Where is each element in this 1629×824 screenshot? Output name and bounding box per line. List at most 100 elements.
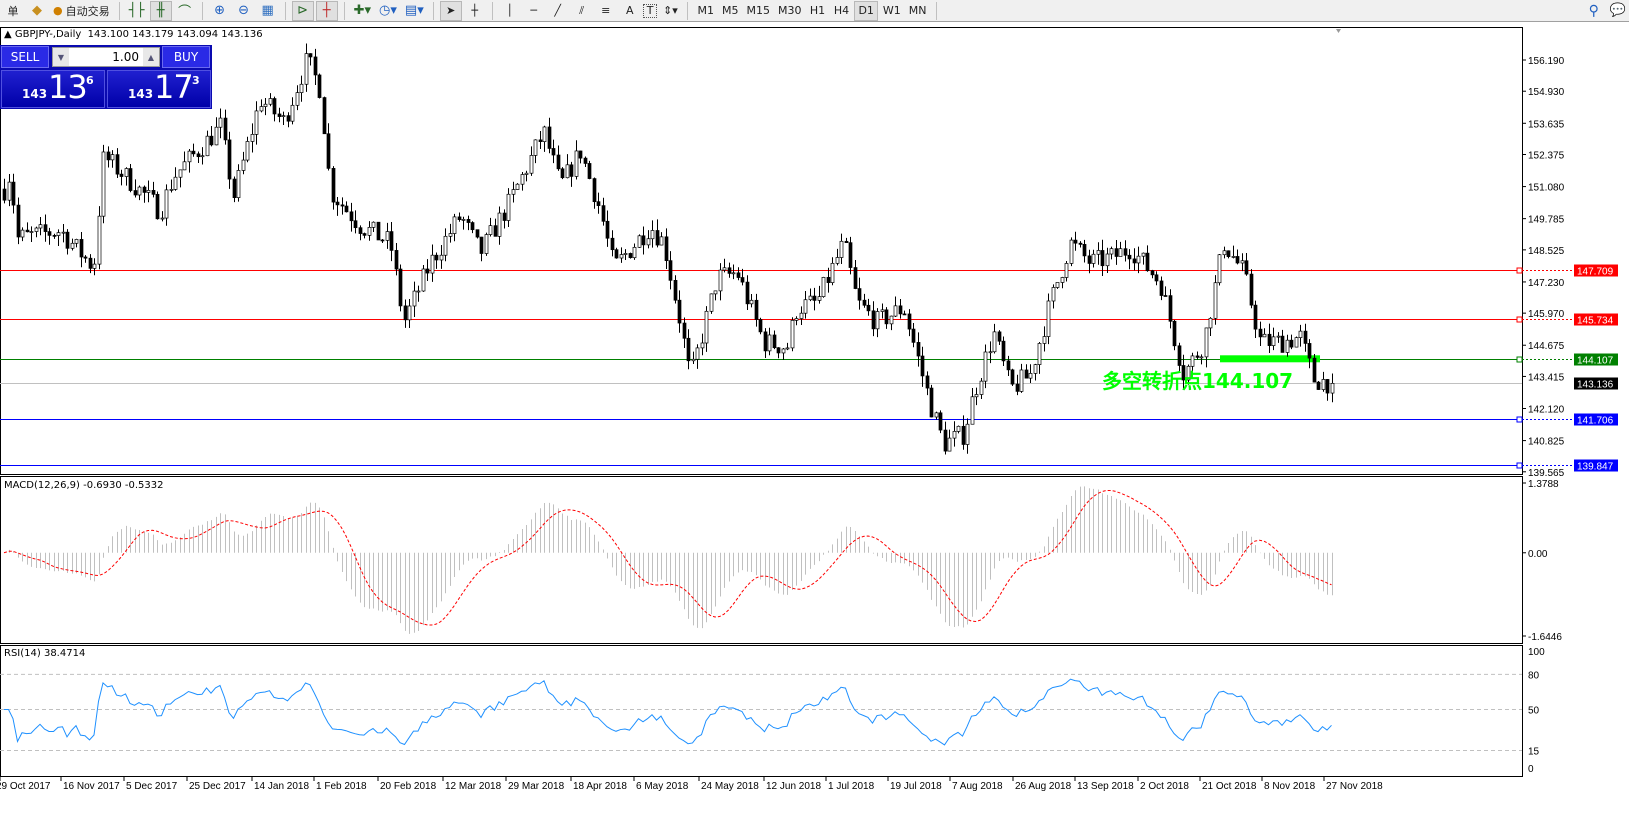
timeframe-m5[interactable]: M5	[721, 4, 739, 17]
date-tick-label: 21 Oct 2018	[1202, 781, 1257, 792]
buy-price[interactable]: 143 17 3	[107, 68, 211, 108]
bar-chart-icon[interactable]: ┤├	[128, 3, 145, 18]
candlestick-icon[interactable]: ╫	[149, 0, 172, 21]
pivot-annotation[interactable]: 多空转折点144.107	[1102, 369, 1294, 393]
autoscroll-icon[interactable]: ┼	[315, 0, 338, 21]
candle-body	[317, 74, 322, 98]
candle-body	[691, 358, 696, 362]
fibonacci-icon[interactable]: ≡	[601, 4, 611, 17]
candle-body	[344, 205, 349, 213]
chart-shift-icon[interactable]: ⊳	[291, 0, 314, 21]
indicators-icon[interactable]: ✚▾	[353, 3, 372, 18]
date-tick-label: 6 May 2018	[636, 781, 689, 792]
sell-price[interactable]: 143 13 6	[1, 68, 105, 108]
price-tick-label: 154.930	[1528, 87, 1565, 98]
candle-body	[533, 139, 538, 156]
candle-body	[137, 186, 142, 196]
candle-body	[56, 232, 61, 236]
candle-body	[263, 103, 268, 107]
candle-body	[1312, 357, 1317, 383]
candle-body	[1055, 282, 1060, 288]
candle-body	[389, 231, 394, 251]
candle-body	[1199, 356, 1204, 359]
history-icon[interactable]: ◆	[32, 3, 42, 18]
lot-increase-button[interactable]: ▲	[143, 48, 159, 66]
candle-body	[1037, 343, 1042, 365]
candle-body	[866, 304, 871, 312]
text-label-icon[interactable]: T	[642, 3, 658, 18]
candle-body	[938, 412, 943, 431]
macd-tick-label: -1.6446	[1528, 632, 1562, 643]
candle-body	[1177, 345, 1182, 366]
candle-body	[952, 431, 957, 439]
date-tick-label: 13 Sep 2018	[1077, 781, 1134, 792]
timeframe-m30[interactable]: M30	[777, 4, 802, 17]
templates-icon[interactable]: ▤▾	[404, 3, 424, 18]
candle-body	[65, 231, 70, 249]
sell-button[interactable]: SELL	[1, 46, 49, 68]
timeframe-mn[interactable]: MN	[908, 4, 927, 17]
zoom-in-icon[interactable]: ⊕	[214, 3, 226, 18]
price-tick-label: 147.230	[1528, 278, 1565, 289]
candle-body	[106, 151, 111, 161]
lot-input[interactable]: ▼ 1.00 ▲	[52, 47, 160, 67]
candle-body	[664, 236, 669, 262]
buy-button[interactable]: BUY	[162, 46, 210, 68]
timeframe-d1[interactable]: D1	[854, 0, 878, 21]
timeframe-m15[interactable]: M15	[746, 4, 770, 17]
collapse-arrow-icon[interactable]: ▲	[4, 29, 15, 40]
horizontal-line-icon[interactable]: ─	[530, 4, 538, 17]
lot-decrease-button[interactable]: ▼	[53, 48, 69, 66]
lot-value[interactable]: 1.00	[112, 50, 139, 64]
candle-body	[1078, 242, 1083, 245]
candle-body	[52, 235, 57, 237]
trendline-icon[interactable]: ╱	[554, 4, 562, 17]
candle-body	[457, 216, 462, 220]
candle-body	[421, 268, 426, 292]
timeframe-h1[interactable]: H1	[809, 4, 826, 17]
chat-icon[interactable]: 💬	[1609, 3, 1626, 18]
timeframe-m1[interactable]: M1	[697, 4, 714, 17]
text-icon[interactable]: A	[625, 4, 634, 17]
candle-body	[16, 204, 21, 238]
candle-body	[1127, 254, 1132, 260]
candle-body	[749, 299, 754, 305]
timeframe-w1[interactable]: W1	[882, 4, 901, 17]
price-tick-label: 153.635	[1528, 119, 1565, 130]
last-price-label-bg	[1574, 377, 1618, 390]
candle-body	[1190, 355, 1195, 367]
equidistant-channel-icon[interactable]: ⫽	[579, 3, 585, 17]
crosshair-icon[interactable]: ┼	[471, 4, 479, 17]
price-label-bg	[1574, 413, 1618, 426]
macd-tick-label: 0.00	[1528, 549, 1548, 560]
vertical-line-icon[interactable]: │	[506, 4, 514, 17]
candle-body	[803, 299, 808, 314]
timeframe-h4[interactable]: H4	[833, 4, 850, 17]
candle-body	[790, 319, 795, 349]
candle-body	[1150, 270, 1155, 276]
candle-body	[25, 229, 30, 233]
date-tick-label: 20 Feb 2018	[380, 781, 437, 792]
candle-body	[515, 183, 520, 190]
candle-body	[875, 311, 880, 330]
zoom-out-icon[interactable]: ⊖	[238, 3, 250, 18]
candle-body	[947, 437, 952, 452]
new-order-button[interactable]: 单	[7, 4, 19, 18]
candle-body	[1141, 252, 1146, 257]
search-icon[interactable]: ⚲	[1588, 2, 1599, 19]
candle-body	[763, 331, 768, 352]
candle-body	[745, 281, 750, 305]
separator	[201, 1, 203, 20]
candle-body	[1181, 365, 1186, 381]
candle-body	[1091, 253, 1096, 264]
tile-windows-icon[interactable]: ▦	[261, 3, 274, 18]
candle-body	[731, 272, 736, 275]
cursor-icon[interactable]: ➤	[439, 0, 462, 21]
autotrading-button[interactable]: ● 自动交易	[50, 1, 113, 21]
arrows-icon[interactable]: ⇕▾	[663, 4, 678, 17]
line-chart-icon[interactable]: ⌒	[178, 5, 192, 20]
line-handle	[1516, 316, 1523, 323]
candle-body	[1123, 248, 1128, 256]
periods-icon[interactable]: ◷▾	[379, 3, 397, 18]
